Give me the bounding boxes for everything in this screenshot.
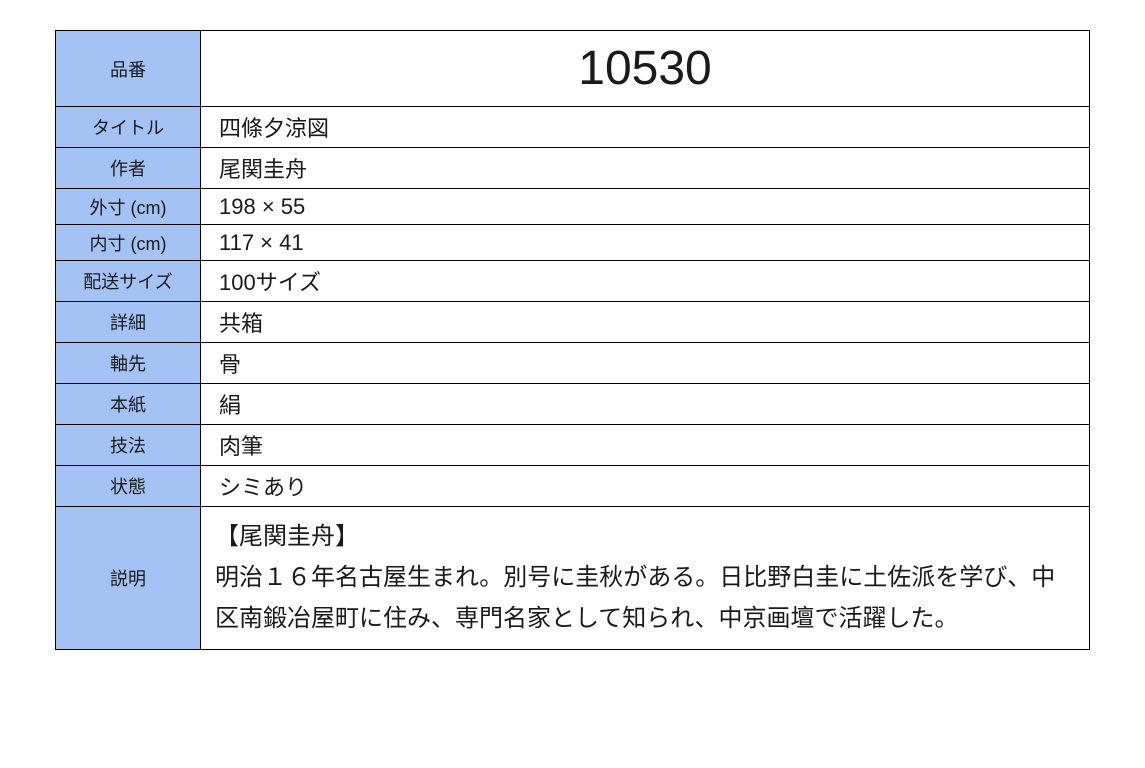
row-value: 100サイズ	[201, 261, 1090, 302]
row-value: シミあり	[201, 466, 1090, 507]
row-value: 四條夕涼図	[201, 107, 1090, 148]
row-label: タイトル	[56, 107, 201, 148]
row-label: 詳細	[56, 302, 201, 343]
row-value: 絹	[201, 384, 1090, 425]
row-label: 技法	[56, 425, 201, 466]
table-row: 本紙 絹	[56, 384, 1090, 425]
row-label: 説明	[56, 507, 201, 650]
row-label: 配送サイズ	[56, 261, 201, 302]
row-value: 117 × 41	[201, 225, 1090, 261]
row-value: 尾関圭舟	[201, 148, 1090, 189]
table-row: タイトル 四條夕涼図	[56, 107, 1090, 148]
table-row-description: 説明 【尾関圭舟】明治１６年名古屋生まれ。別号に圭秋がある。日比野白圭に土佐派を…	[56, 507, 1090, 650]
row-value-description: 【尾関圭舟】明治１６年名古屋生まれ。別号に圭秋がある。日比野白圭に土佐派を学び、…	[201, 507, 1090, 650]
row-value: 198 × 55	[201, 189, 1090, 225]
row-label: 本紙	[56, 384, 201, 425]
table-row: 詳細 共箱	[56, 302, 1090, 343]
table-row: 外寸 (cm) 198 × 55	[56, 189, 1090, 225]
row-label: 内寸 (cm)	[56, 225, 201, 261]
row-label: 外寸 (cm)	[56, 189, 201, 225]
table-row: 品番 10530	[56, 31, 1090, 107]
row-label: 軸先	[56, 343, 201, 384]
row-value: 肉筆	[201, 425, 1090, 466]
row-value: 骨	[201, 343, 1090, 384]
row-value: 共箱	[201, 302, 1090, 343]
table-row: 軸先 骨	[56, 343, 1090, 384]
table-row: 内寸 (cm) 117 × 41	[56, 225, 1090, 261]
row-value-item-number: 10530	[201, 31, 1090, 107]
row-label: 作者	[56, 148, 201, 189]
table-row: 作者 尾関圭舟	[56, 148, 1090, 189]
table-row: 配送サイズ 100サイズ	[56, 261, 1090, 302]
specification-table: 品番 10530 タイトル 四條夕涼図 作者 尾関圭舟 外寸 (cm) 198 …	[55, 30, 1090, 650]
row-label: 状態	[56, 466, 201, 507]
table-row: 状態 シミあり	[56, 466, 1090, 507]
row-label: 品番	[56, 31, 201, 107]
table-row: 技法 肉筆	[56, 425, 1090, 466]
